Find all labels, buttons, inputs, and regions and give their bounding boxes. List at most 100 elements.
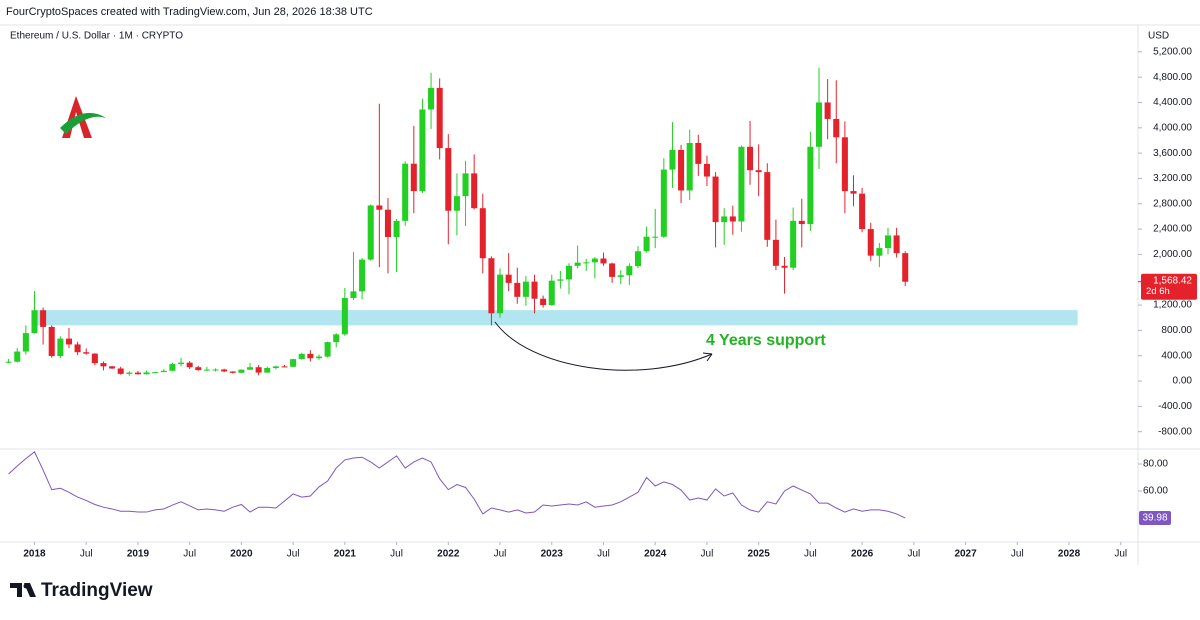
x-tick-label: Jul	[390, 549, 403, 560]
candle-body	[772, 239, 779, 266]
candle-body	[600, 258, 607, 264]
candle-body	[807, 146, 814, 225]
candle-body	[152, 372, 159, 374]
header-text: FourCryptoSpaces created with TradingVie…	[6, 6, 373, 18]
x-tick-label: 2019	[127, 549, 150, 560]
y-tick-label: -800.00	[1158, 426, 1192, 437]
chart-title: Ethereum / U.S. Dollar · 1M · CRYPTO	[10, 31, 183, 42]
candle-body	[246, 367, 254, 370]
candle-body	[324, 342, 331, 357]
candle-body	[540, 298, 547, 306]
annotation-arrow	[494, 321, 713, 371]
candle-body	[505, 274, 512, 283]
x-tick-label: Jul	[1011, 549, 1024, 560]
y-tick-label: 3,200.00	[1153, 173, 1192, 184]
x-tick-label: Jul	[287, 549, 300, 560]
annotation: 4 Years support	[706, 332, 826, 349]
x-tick-label: Jul	[597, 549, 610, 560]
candle-body	[850, 191, 857, 194]
candle-body	[436, 87, 443, 149]
currency-label: USD	[1148, 31, 1169, 42]
candle-body	[660, 169, 667, 237]
x-tick-label: 2018	[23, 549, 46, 560]
candle-body	[712, 176, 719, 223]
candle-body	[764, 172, 771, 240]
candle-body	[902, 253, 909, 282]
candle-body	[669, 149, 676, 170]
last-price-tag	[1141, 273, 1197, 300]
candle-body	[488, 258, 495, 314]
candle-body	[893, 235, 900, 254]
candle-body	[591, 258, 598, 263]
x-tick-label: Jul	[701, 549, 714, 560]
candle-body	[65, 338, 72, 345]
candle-body	[729, 216, 736, 222]
candle-body	[686, 142, 693, 191]
rsi-y-tick-label: 80.00	[1143, 459, 1168, 470]
y-tick-label: 5,200.00	[1153, 46, 1192, 57]
candle-body	[410, 163, 417, 192]
candle-body	[350, 291, 357, 298]
countdown-label: 2d 6h	[1146, 286, 1170, 297]
candle-body	[126, 372, 133, 374]
x-tick-label: 2023	[541, 549, 564, 560]
candle-body	[186, 362, 193, 368]
x-tick-label: 2024	[644, 549, 667, 560]
candle-body	[100, 363, 107, 367]
x-tick-label: Jul	[183, 549, 196, 560]
candle-body	[367, 205, 374, 260]
candle-body	[281, 366, 288, 368]
x-tick-label: 2020	[230, 549, 253, 560]
candle-body	[117, 368, 124, 374]
candle-body	[48, 326, 55, 357]
candle-body	[341, 297, 348, 335]
x-tick-label: 2027	[954, 549, 977, 560]
candle-body	[134, 372, 141, 375]
candle-body	[333, 334, 340, 343]
candle-body	[272, 366, 279, 368]
candle-body	[695, 142, 702, 164]
footer-brand: TradingView	[41, 580, 153, 601]
candle-body	[471, 173, 478, 209]
candle-body	[497, 274, 504, 314]
rsi-line	[8, 451, 906, 519]
candle-body	[859, 193, 866, 230]
annotation-arrowhead	[702, 352, 713, 362]
candle-body	[574, 262, 581, 266]
candle-body	[445, 148, 452, 211]
author-logo	[60, 96, 106, 138]
candle-body	[57, 338, 64, 357]
x-tick-label: 2026	[851, 549, 874, 560]
y-tick-label: 2,000.00	[1153, 249, 1192, 260]
candle-body	[307, 353, 314, 359]
candle-body	[143, 372, 150, 375]
x-tick-label: 2022	[437, 549, 460, 560]
candle-body	[583, 262, 590, 264]
candle-body	[798, 220, 805, 225]
candle-body	[643, 236, 650, 252]
candle-body	[428, 87, 435, 110]
rsi-last-label: 39.98	[1142, 513, 1167, 524]
candle-body	[5, 361, 12, 363]
candle-body	[738, 146, 745, 222]
candle-body	[221, 369, 228, 372]
candle-body	[22, 333, 29, 352]
candle-body	[419, 109, 426, 192]
candle-body	[867, 229, 874, 256]
y-tick-label: 4,000.00	[1153, 122, 1192, 133]
candle-body	[74, 344, 81, 353]
candle-body	[548, 280, 555, 306]
candle-body	[83, 352, 90, 354]
candle-body	[522, 281, 529, 297]
candle-body	[531, 281, 538, 299]
x-tick-label: Jul	[804, 549, 817, 560]
candle-body	[298, 353, 305, 360]
rsi-last-tag	[1139, 511, 1171, 526]
candle-body	[109, 366, 116, 369]
candle-body	[617, 275, 624, 277]
candle-body	[815, 102, 823, 147]
candle-body	[678, 149, 685, 191]
candle-body	[169, 364, 176, 371]
